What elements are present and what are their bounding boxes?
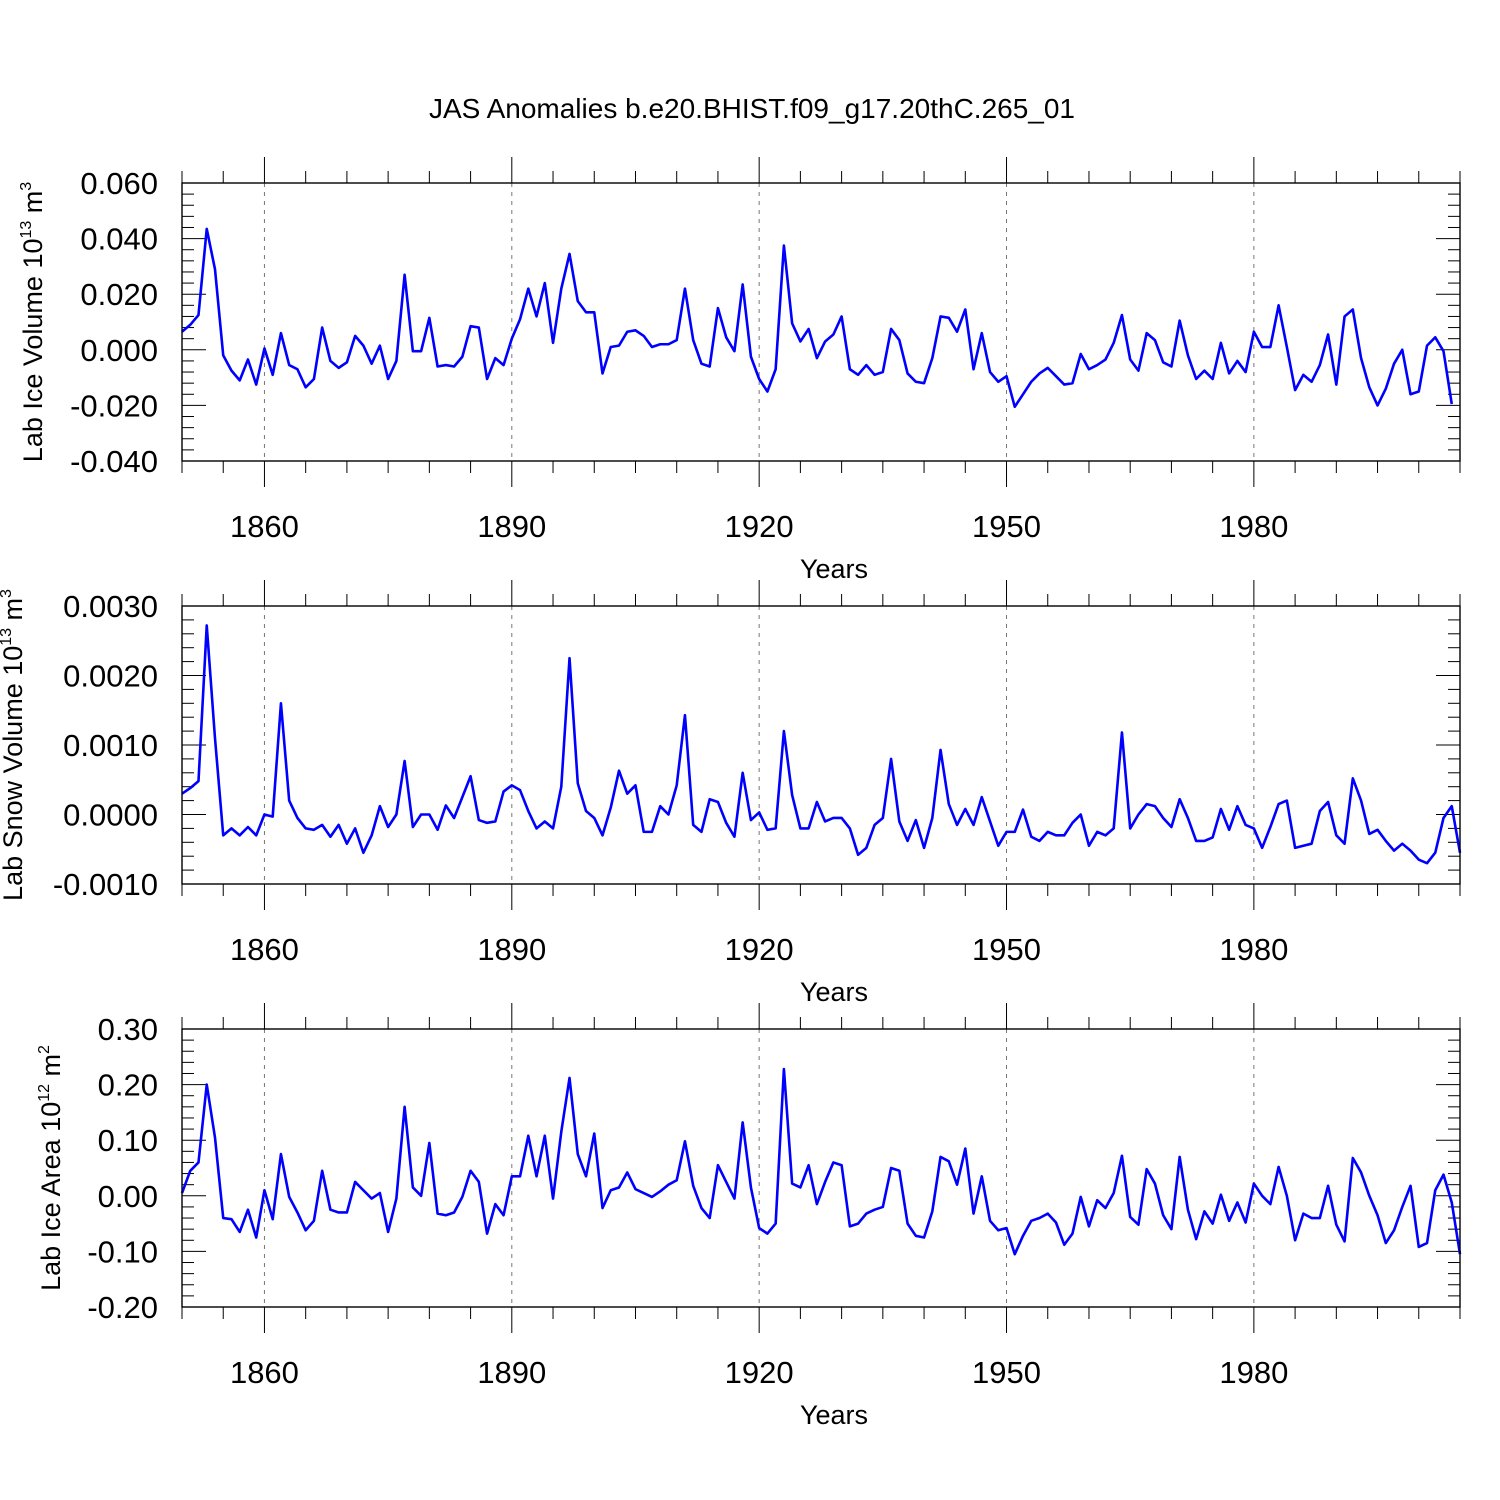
- y-axis-label: Lab Ice Volume 1013 m3: [18, 182, 48, 462]
- x-axis-label: Years: [800, 977, 868, 1007]
- y-tick-label: 0.040: [80, 222, 158, 257]
- panel-2: -0.0010 0.0000 0.0010 0.0020 0.0030 1860 1890 1…: [0, 580, 1462, 1007]
- figure-title: JAS Anomalies b.e20.BHIST.f09_g17.20thC.…: [429, 93, 1075, 124]
- x-tick-label: 1950: [972, 932, 1041, 967]
- series-line: [181, 624, 1462, 865]
- y-tick-label: 0.0000: [63, 798, 158, 833]
- y-tick-label: 0.060: [80, 166, 158, 201]
- x-tick-label: 1920: [725, 509, 794, 544]
- series-line: [181, 227, 1454, 409]
- x-tick-label: 1950: [972, 1355, 1041, 1390]
- x-tick-label: 1950: [972, 509, 1041, 544]
- y-tick-label: -0.20: [87, 1290, 158, 1325]
- y-axis-label: Lab Snow Volume 1013 m3: [0, 589, 28, 901]
- plot-frame: [181, 182, 1461, 462]
- x-tick-label: 1980: [1219, 1355, 1288, 1390]
- x-axis-label: Years: [800, 1400, 868, 1430]
- y-tick-label: -0.020: [70, 388, 158, 423]
- y-tick-label: -0.040: [70, 444, 158, 479]
- x-tick-label: 1860: [230, 932, 299, 967]
- x-tick-label: 1860: [230, 1355, 299, 1390]
- panel-3: -0.20 -0.10 0.00 0.10 0.20 0.30 1860 1890 1920 19…: [36, 1003, 1462, 1430]
- y-tick-label: 0.00: [98, 1179, 158, 1214]
- y-axis-label: Lab Ice Area 1012 m2: [36, 1045, 66, 1291]
- x-tick-label: 1920: [725, 1355, 794, 1390]
- plot-frame: [181, 605, 1461, 885]
- y-tick-label: 0.10: [98, 1123, 158, 1158]
- y-tick-label: 0.30: [98, 1012, 158, 1047]
- x-tick-label: 1920: [725, 932, 794, 967]
- panel-1: -0.040 -0.020 0.000 0.020 0.040 0.060 1860 1890…: [18, 157, 1461, 584]
- x-tick-label: 1890: [477, 932, 546, 967]
- x-tick-label: 1860: [230, 509, 299, 544]
- y-tick-label: 0.0010: [63, 728, 158, 763]
- series-line: [180, 1067, 1462, 1256]
- y-tick-label: 0.20: [98, 1068, 158, 1103]
- plot-frame: [181, 1028, 1461, 1308]
- y-tick-label: 0.020: [80, 277, 158, 312]
- y-tick-label: 0.0030: [63, 589, 158, 624]
- y-tick-label: 0.0020: [63, 659, 158, 694]
- y-tick-label: -0.0010: [53, 867, 158, 902]
- x-tick-label: 1890: [477, 1355, 546, 1390]
- x-tick-label: 1890: [477, 509, 546, 544]
- y-tick-label: -0.10: [87, 1234, 158, 1269]
- x-tick-label: 1980: [1219, 509, 1288, 544]
- y-tick-label: 0.000: [80, 333, 158, 368]
- x-axis-label: Years: [800, 554, 868, 584]
- x-tick-label: 1980: [1219, 932, 1288, 967]
